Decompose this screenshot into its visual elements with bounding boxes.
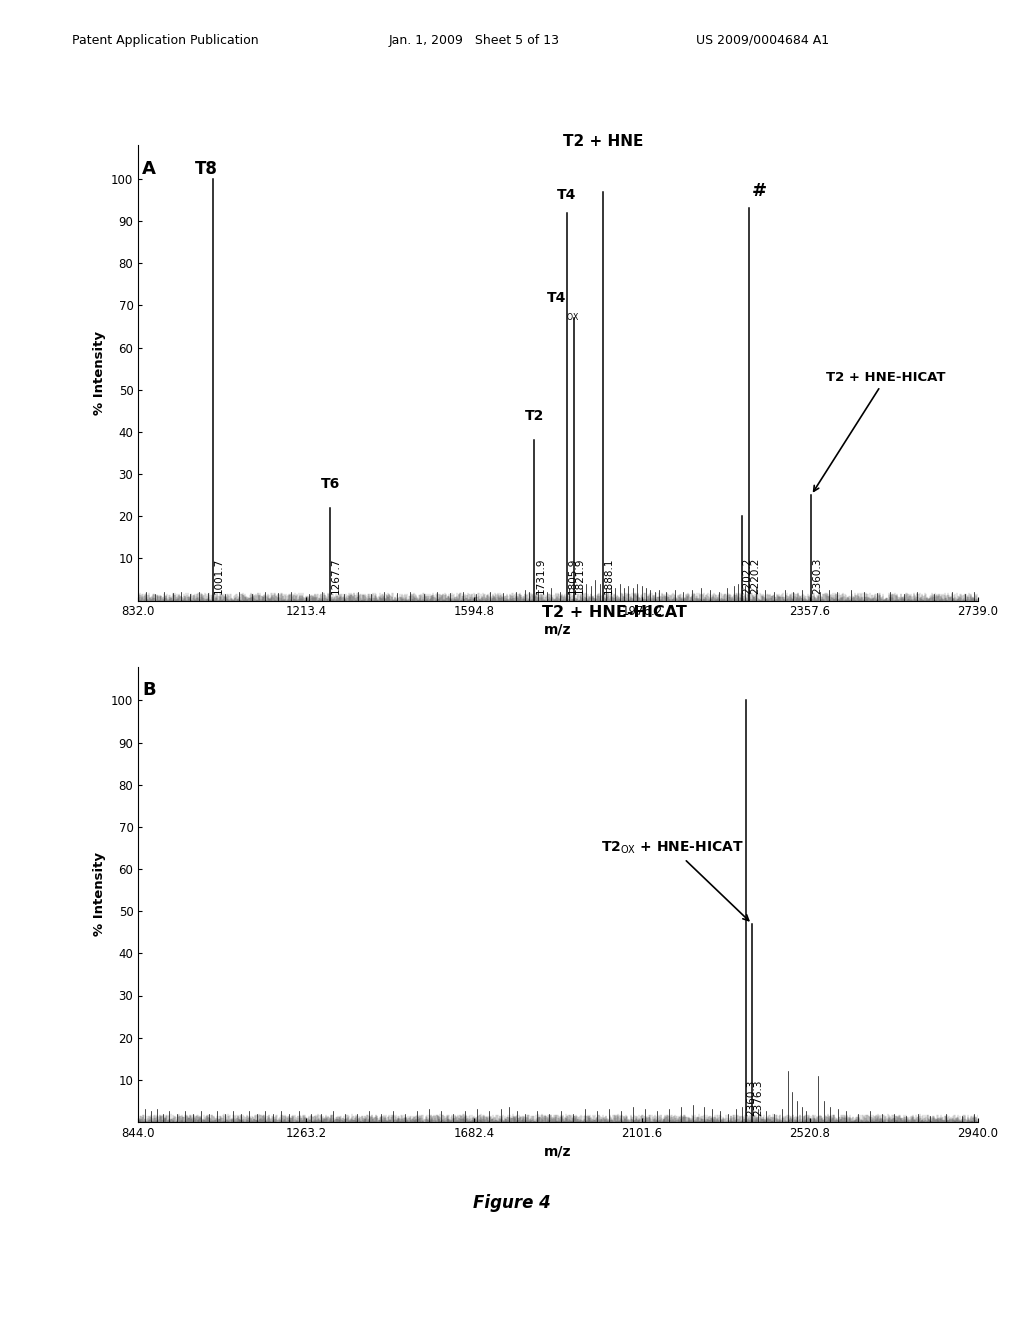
- Text: 2376.3: 2376.3: [753, 1080, 763, 1115]
- Text: 1001.7: 1001.7: [214, 558, 224, 594]
- Y-axis label: % Intensity: % Intensity: [92, 331, 105, 414]
- Text: $_{\mathrm{OX}}$: $_{\mathrm{OX}}$: [566, 312, 580, 325]
- Text: Jan. 1, 2009   Sheet 5 of 13: Jan. 1, 2009 Sheet 5 of 13: [389, 33, 560, 46]
- Text: US 2009/0004684 A1: US 2009/0004684 A1: [696, 33, 829, 46]
- Text: 1731.9: 1731.9: [536, 558, 546, 594]
- Text: B: B: [142, 681, 156, 700]
- Text: T8: T8: [195, 160, 217, 178]
- Text: T2: T2: [524, 409, 544, 424]
- Text: Figure 4: Figure 4: [473, 1193, 551, 1212]
- Text: T2 + HNE: T2 + HNE: [563, 135, 643, 149]
- Text: T2 + HNE-HICAT: T2 + HNE-HICAT: [542, 606, 687, 620]
- Text: 2202.2: 2202.2: [742, 558, 753, 594]
- Text: #: #: [752, 182, 767, 201]
- Text: 2360.3: 2360.3: [812, 558, 822, 594]
- Text: 1805.9: 1805.9: [568, 558, 578, 594]
- X-axis label: m/z: m/z: [545, 1144, 571, 1158]
- Text: T6: T6: [321, 477, 340, 491]
- Text: T4: T4: [547, 292, 566, 305]
- Text: 2220.2: 2220.2: [751, 558, 761, 594]
- Text: T2 + HNE-HICAT: T2 + HNE-HICAT: [814, 371, 946, 491]
- Text: 1888.1: 1888.1: [604, 558, 614, 594]
- Text: 1267.7: 1267.7: [331, 558, 341, 594]
- Text: Patent Application Publication: Patent Application Publication: [72, 33, 258, 46]
- Text: 1821.9: 1821.9: [575, 558, 585, 594]
- Text: T4: T4: [557, 189, 577, 202]
- Y-axis label: % Intensity: % Intensity: [92, 853, 105, 936]
- X-axis label: m/z: m/z: [545, 623, 571, 636]
- Text: A: A: [141, 160, 156, 178]
- Text: 2360.3: 2360.3: [746, 1080, 757, 1115]
- Text: T2$_{\mathrm{OX}}$ + HNE-HICAT: T2$_{\mathrm{OX}}$ + HNE-HICAT: [601, 840, 749, 920]
